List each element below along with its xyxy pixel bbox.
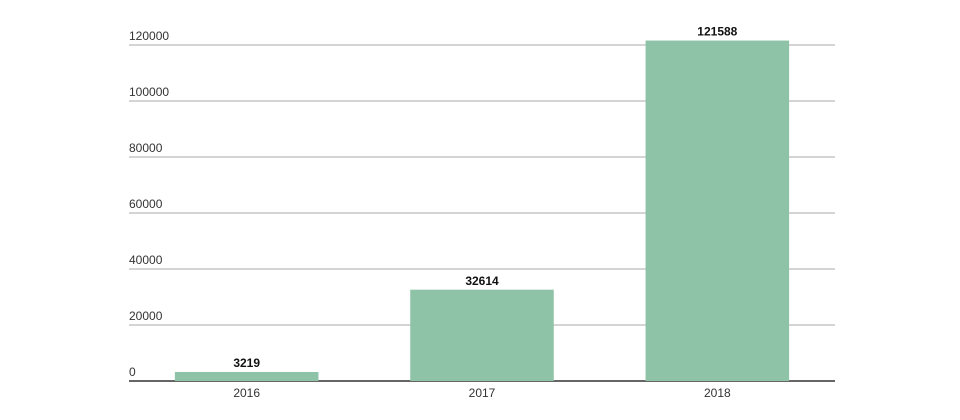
y-tick-label: 20000 bbox=[129, 309, 163, 323]
y-tick-label: 120000 bbox=[129, 29, 169, 43]
x-tick-label: 2016 bbox=[233, 386, 260, 400]
bar bbox=[410, 289, 554, 381]
x-tick-label: 2017 bbox=[469, 386, 496, 400]
y-tick-label: 60000 bbox=[129, 197, 163, 211]
value-label: 3219 bbox=[233, 356, 260, 370]
value-label: 121588 bbox=[697, 25, 737, 39]
bar bbox=[645, 40, 790, 382]
value-label: 32614 bbox=[465, 274, 499, 288]
y-tick-label: 0 bbox=[129, 365, 136, 379]
x-tick-label: 2018 bbox=[704, 386, 731, 400]
y-tick-label: 100000 bbox=[129, 85, 169, 99]
bar bbox=[174, 371, 319, 381]
y-tick-label: 80000 bbox=[129, 141, 163, 155]
y-tick-label: 40000 bbox=[129, 253, 163, 267]
